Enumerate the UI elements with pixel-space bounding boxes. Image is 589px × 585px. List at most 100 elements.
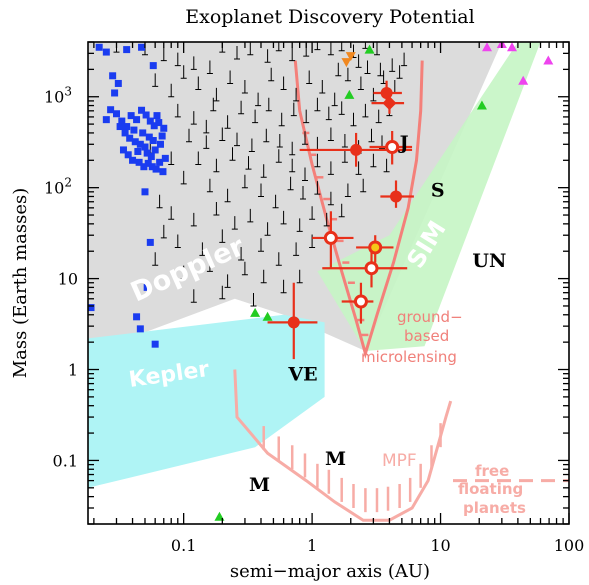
doppler-planet-57 [219, 127, 226, 141]
y-axis-label: Mass (Earth masses) [10, 188, 31, 379]
doppler-planet-135 [355, 54, 362, 68]
doppler-planet-115 [180, 265, 187, 280]
transit-planet-52 [136, 325, 144, 333]
plot-area: DopplerKeplerSIMground−basedmicrolensing… [88, 42, 569, 522]
kepler-region [88, 314, 325, 488]
doppler-planet-128 [168, 151, 175, 165]
transit-planet-28 [139, 129, 147, 137]
doppler-planet-91 [300, 186, 306, 200]
mpf-curve [233, 369, 453, 522]
doppler-planet-20 [168, 83, 175, 98]
doppler-planet-105 [323, 212, 330, 227]
doppler-planet-26 [255, 92, 262, 107]
transit-planet-16 [150, 122, 158, 130]
doppler-planet-62 [289, 141, 296, 156]
doppler-planet-116 [206, 258, 213, 272]
transit-planet-43 [156, 158, 164, 166]
doppler-planet-136 [335, 62, 342, 77]
transit-planet-1 [95, 43, 103, 51]
doppler-planet-96 [168, 206, 175, 220]
doppler-planet-33 [344, 67, 351, 82]
doppler-planet-41 [224, 115, 231, 129]
doppler-planet-51 [350, 112, 357, 127]
transit-planet-11 [127, 112, 135, 120]
doppler-planet-114 [309, 234, 316, 248]
microlensing-planet-5 [350, 143, 363, 156]
transit-planet-5 [111, 89, 119, 97]
x-tick-label-1: 1 [307, 536, 317, 555]
doppler-planet-66 [341, 134, 348, 148]
doppler-planet-134 [396, 65, 403, 79]
doppler-planet-94 [344, 183, 351, 197]
doppler-planet-13 [314, 42, 321, 51]
doppler-planet-4 [190, 56, 197, 70]
doppler-planet-132 [377, 62, 384, 77]
imaging-planet-4 [364, 44, 375, 54]
transit-planet-39 [148, 163, 156, 171]
transit-planet-23 [131, 138, 139, 146]
doppler-planet-29 [293, 87, 300, 102]
imaging-planet-3 [344, 89, 355, 99]
microlensing-planet-8 [380, 86, 393, 99]
microlensing-planet-4 [368, 240, 383, 255]
doppler-planet-87 [241, 174, 248, 189]
transit-planet-48 [141, 188, 149, 196]
x-tick-label-2: 10 [430, 536, 450, 555]
doppler-planet-71 [213, 158, 220, 173]
transit-planet-2 [102, 48, 110, 56]
doppler-planet-89 [272, 194, 279, 209]
doppler-planet-79 [327, 161, 334, 175]
transit-planet-15 [146, 117, 154, 125]
doppler-planet-106 [338, 203, 345, 218]
y-tick-label-2: 10 [58, 270, 78, 289]
doppler-planet-44 [265, 97, 272, 112]
doppler-planet-123 [219, 285, 226, 300]
x-axis-label: semi−major axis (AU) [230, 561, 430, 582]
doppler-planet-48 [314, 97, 321, 112]
doppler-planet-101 [264, 222, 271, 236]
free-floating-label-2: floating [458, 480, 523, 498]
doppler-planet-45 [278, 112, 285, 127]
doppler-planet-32 [331, 92, 338, 107]
solar-planet-3: J [398, 132, 409, 154]
microlensing-planet-6 [385, 140, 400, 155]
transit-planet-29 [134, 147, 142, 155]
microlensing-planet-0 [287, 316, 300, 329]
doppler-planet-58 [234, 132, 240, 147]
axes: 0.1 1 10 100 0.1 1 10 102 103 [44, 41, 584, 555]
transit-planet-18 [160, 124, 168, 132]
doppler-planet-109 [219, 229, 226, 243]
direct-imaging-planet-1 [507, 42, 518, 52]
transit-planet-34 [161, 154, 169, 162]
doppler-planet-81 [355, 161, 362, 175]
doppler-planet-130 [203, 119, 210, 134]
transit-planet-27 [149, 137, 157, 145]
transit-planet-49 [146, 238, 154, 246]
transit-planet-51 [133, 313, 141, 321]
doppler-planet-99 [231, 216, 238, 230]
doppler-planet-49 [325, 106, 332, 121]
doppler-planet-17 [362, 42, 369, 49]
doppler-planet-40 [210, 97, 217, 112]
doppler-planet-9 [264, 49, 271, 63]
doppler-planet-83 [383, 158, 390, 173]
transit-planet-36 [135, 158, 143, 166]
transit-planet-42 [124, 151, 132, 159]
solar-planet-1: VE [287, 364, 317, 386]
doppler-planet-77 [302, 167, 308, 181]
transit-planet-50 [143, 283, 151, 291]
transit-planet-55 [158, 132, 166, 140]
doppler-planet-31 [319, 80, 326, 94]
transit-planet-21 [121, 129, 129, 137]
microlensing-planet-7 [390, 190, 403, 203]
doppler-planet-113 [293, 242, 300, 256]
transit-planet-0 [88, 304, 95, 312]
doppler-planet-3 [174, 52, 181, 67]
transit-planet-53 [151, 340, 159, 348]
doppler-planet-126 [160, 224, 167, 239]
transit-planet-6 [107, 106, 115, 114]
transit-planet-7 [102, 116, 110, 124]
ground-based-microlensing-curve [293, 60, 424, 359]
transit-planet-45 [138, 43, 146, 51]
transit-planet-37 [140, 163, 148, 171]
